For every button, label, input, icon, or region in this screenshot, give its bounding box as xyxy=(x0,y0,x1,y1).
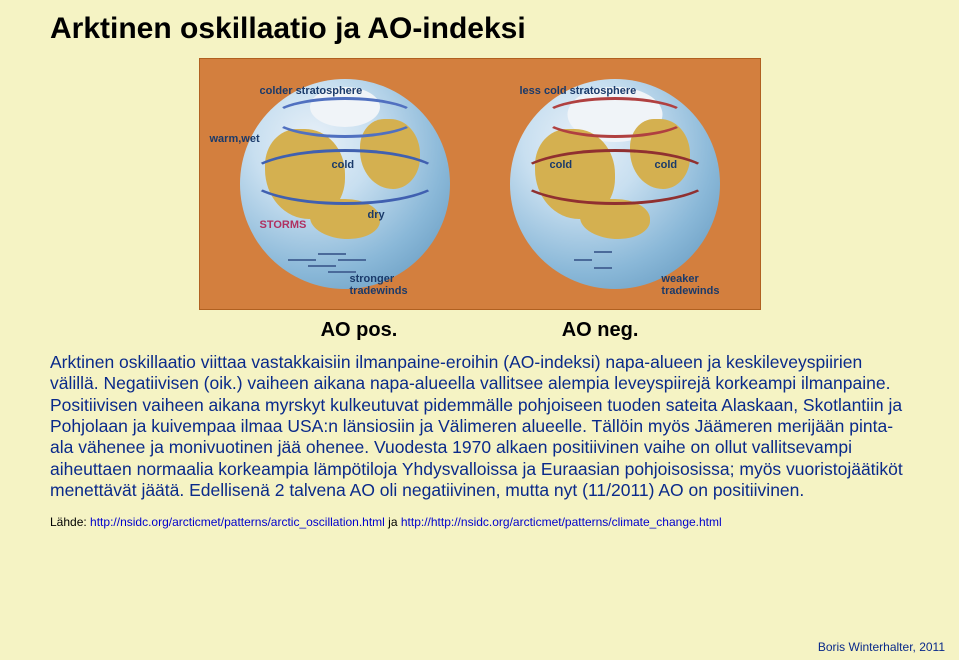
cold-label: cold xyxy=(332,159,355,171)
circulation-ring-icon xyxy=(517,149,713,205)
source-link-2[interactable]: http://http://nsidc.org/arcticmet/patter… xyxy=(401,515,722,529)
wind-dash-icon xyxy=(594,267,612,269)
stratosphere-label: less cold stratosphere xyxy=(520,85,637,97)
cold-label: cold xyxy=(655,159,678,171)
source-link-1[interactable]: http://nsidc.org/arcticmet/patterns/arct… xyxy=(90,515,385,529)
circulation-ring-icon xyxy=(247,149,443,205)
landmass-icon xyxy=(580,199,650,239)
wind-dash-icon xyxy=(574,259,592,261)
ao-diagram: colder stratosphere warm,wet cold dry ST… xyxy=(199,58,761,310)
caption-ao-neg: AO neg. xyxy=(562,319,639,342)
wind-dash-icon xyxy=(594,251,612,253)
body-paragraph: Arktinen oskillaatio viittaa vastakkaisi… xyxy=(50,352,909,501)
page-title: Arktinen oskillaatio ja AO-indeksi xyxy=(50,12,909,46)
tradewinds-label-right: weakertradewinds xyxy=(661,273,719,297)
dry-label: dry xyxy=(368,209,385,221)
stratosphere-label: colder stratosphere xyxy=(260,85,363,97)
globe-ao-positive: colder stratosphere warm,wet cold dry ST… xyxy=(240,79,450,289)
source-line: Lähde: http://nsidc.org/arcticmet/patter… xyxy=(50,515,909,529)
storms-label: STORMS xyxy=(260,219,307,231)
source-mid: ja xyxy=(385,515,401,529)
circulation-ring-icon xyxy=(272,97,418,138)
tradewinds-label-left: strongertradewinds xyxy=(350,273,408,297)
diagram-container: colder stratosphere warm,wet cold dry ST… xyxy=(50,58,909,342)
warm-wet-label: warm,wet xyxy=(210,133,260,145)
cold-label: cold xyxy=(550,159,573,171)
globe-ao-negative: less cold stratosphere cold cold xyxy=(510,79,720,289)
caption-ao-pos: AO pos. xyxy=(321,319,398,342)
wind-dash-icon xyxy=(338,259,366,261)
wind-dash-icon xyxy=(288,259,316,261)
circulation-ring-icon xyxy=(542,97,688,138)
wind-dash-icon xyxy=(318,253,346,255)
source-prefix: Lähde: xyxy=(50,515,90,529)
wind-dash-icon xyxy=(308,265,336,267)
credit-line: Boris Winterhalter, 2011 xyxy=(818,640,945,654)
